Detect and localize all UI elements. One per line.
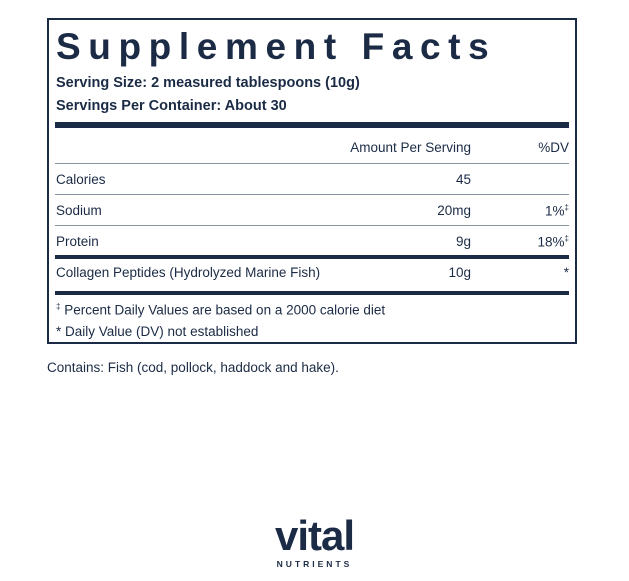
title: Supplement Facts <box>56 26 497 67</box>
rule <box>55 291 569 295</box>
rule <box>55 225 569 226</box>
footnote-mark: ‡ <box>56 302 61 311</box>
footnote-text: Daily Value (DV) not established <box>61 324 259 339</box>
footnote: ‡ Percent Daily Values are based on a 20… <box>56 302 385 318</box>
row-name: Protein <box>56 234 99 249</box>
column-header: %DV <box>538 140 569 155</box>
dv-value: 18% <box>537 234 565 250</box>
dv-mark: ‡ <box>564 234 569 243</box>
row-amount: 45 <box>455 172 471 187</box>
dv-value: 1% <box>545 203 565 219</box>
logo-subtitle: NUTRIENTS <box>276 559 353 569</box>
facts-box <box>47 18 577 344</box>
row-name: Collagen Peptides (Hydrolyzed Marine Fis… <box>56 265 321 280</box>
row-amount: 10g <box>448 265 471 280</box>
row-dv: 18%‡ <box>538 234 569 250</box>
footnote-mark: * <box>56 324 62 339</box>
thick-rule <box>55 122 569 128</box>
row-name: Sodium <box>56 203 102 218</box>
logo-name: vital <box>274 512 355 559</box>
row-amount: 9g <box>455 234 471 249</box>
dv-mark: ‡ <box>564 203 569 212</box>
row-dv: 1%‡ <box>545 203 569 219</box>
column-header: Amount Per Serving <box>350 140 471 155</box>
dv-value: * <box>563 265 569 280</box>
row-dv: * <box>564 265 569 280</box>
serving-size: Serving Size: 2 measured tablespoons (10… <box>56 75 360 91</box>
rule <box>55 255 569 259</box>
row-name: Calories <box>56 172 106 187</box>
servings-per-container: Servings Per Container: About 30 <box>56 98 287 114</box>
row-amount: 20mg <box>437 203 471 218</box>
contains: Contains: Fish (cod, pollock, haddock an… <box>47 360 339 375</box>
rule <box>55 163 569 164</box>
footnote: * Daily Value (DV) not established <box>56 324 258 339</box>
rule <box>55 194 569 195</box>
footnote-text: Percent Daily Values are based on a 2000… <box>60 302 386 318</box>
